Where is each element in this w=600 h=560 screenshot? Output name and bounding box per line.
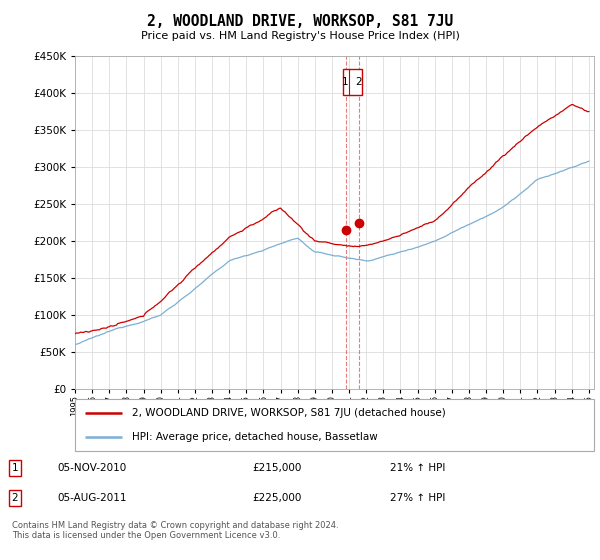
FancyBboxPatch shape [75, 399, 594, 451]
Text: 05-NOV-2010: 05-NOV-2010 [57, 463, 126, 473]
Text: 2: 2 [356, 77, 362, 87]
Text: £215,000: £215,000 [252, 463, 301, 473]
Text: Price paid vs. HM Land Registry's House Price Index (HPI): Price paid vs. HM Land Registry's House … [140, 31, 460, 41]
Text: 2, WOODLAND DRIVE, WORKSOP, S81 7JU: 2, WOODLAND DRIVE, WORKSOP, S81 7JU [147, 14, 453, 29]
Text: 1: 1 [11, 463, 19, 473]
Text: 1: 1 [342, 77, 349, 87]
Text: Contains HM Land Registry data © Crown copyright and database right 2024.
This d: Contains HM Land Registry data © Crown c… [12, 521, 338, 540]
Text: 2: 2 [11, 493, 19, 503]
Text: HPI: Average price, detached house, Bassetlaw: HPI: Average price, detached house, Bass… [132, 432, 378, 442]
Text: 05-AUG-2011: 05-AUG-2011 [57, 493, 127, 503]
Bar [343, 68, 362, 95]
Text: £225,000: £225,000 [252, 493, 301, 503]
Text: 2, WOODLAND DRIVE, WORKSOP, S81 7JU (detached house): 2, WOODLAND DRIVE, WORKSOP, S81 7JU (det… [132, 408, 446, 418]
Text: 21% ↑ HPI: 21% ↑ HPI [390, 463, 445, 473]
Text: 27% ↑ HPI: 27% ↑ HPI [390, 493, 445, 503]
